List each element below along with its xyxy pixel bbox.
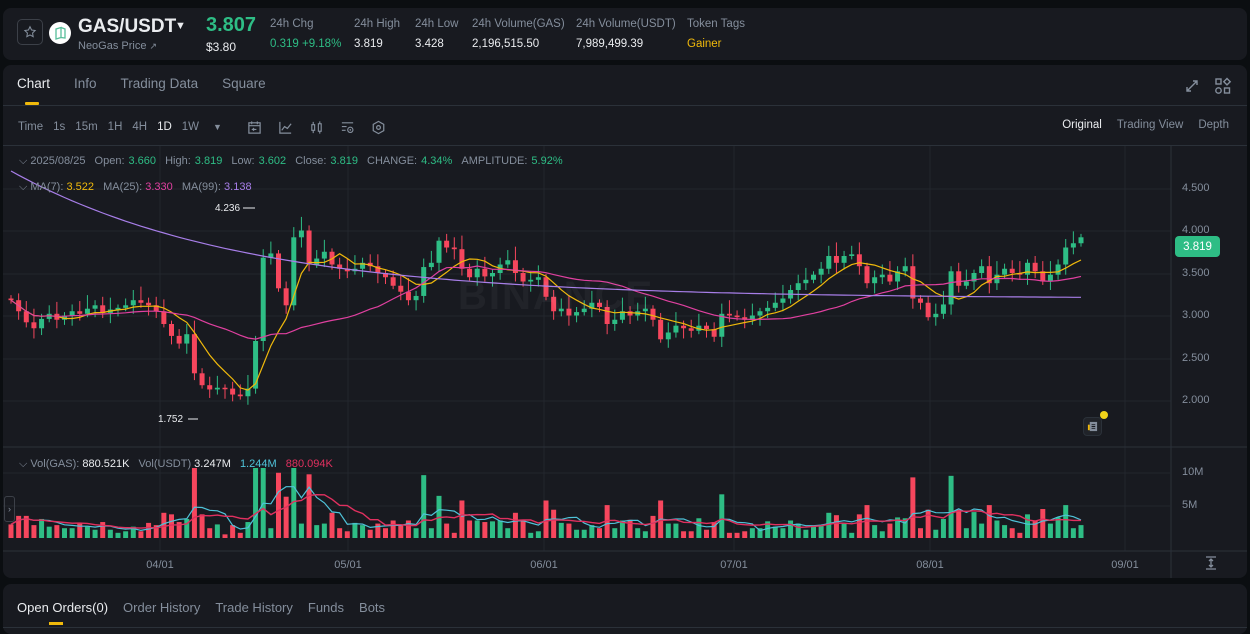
volume-legend: ⌵ Vol(GAS): 880.521K Vol(USDT) 3.247M 1.… xyxy=(19,458,333,470)
coin-info-link[interactable]: NeoGas Price ↗ xyxy=(78,40,157,52)
tab-order-history[interactable]: Order History xyxy=(123,600,201,615)
divider xyxy=(3,627,1247,628)
indicator-settings-icon[interactable] xyxy=(340,119,356,135)
collapse-chevron-icon[interactable]: ⌵ xyxy=(19,458,28,470)
auto-scale-icon[interactable] xyxy=(1203,555,1219,571)
line-chart-icon[interactable] xyxy=(278,119,294,135)
interval-4h[interactable]: 4H xyxy=(132,121,148,133)
stat-token-tags: Token Tags Gainer xyxy=(687,18,745,50)
y-axis-label: 2.500 xyxy=(1182,352,1210,364)
coin-name: NeoGas Price xyxy=(78,40,147,52)
x-axis-label: 09/01 xyxy=(1111,559,1139,571)
orders-panel: Open Orders(0) Order History Trade Histo… xyxy=(3,584,1247,634)
tab-square[interactable]: Square xyxy=(222,76,266,91)
divider xyxy=(3,105,1247,106)
gas-logo-icon xyxy=(49,22,71,44)
ma-legend: ⌵ MA(7): 3.522 MA(25): 3.330 MA(99): 3.1… xyxy=(19,181,252,193)
chart-view-selector: Original Trading View Depth xyxy=(1062,119,1229,131)
interval-1s[interactable]: 1s xyxy=(53,121,66,133)
chart-tabs: Chart Info Trading Data Square xyxy=(17,76,266,105)
y-axis-label: 4.000 xyxy=(1182,224,1210,236)
tab-info[interactable]: Info xyxy=(74,76,97,91)
tab-trade-history[interactable]: Trade History xyxy=(215,600,293,615)
tab-chart[interactable]: Chart xyxy=(17,76,51,105)
volume-axis-label: 5M xyxy=(1182,499,1198,511)
price-chart[interactable]: ⌵ 2025/08/25 Open: 3.660 High: 3.819 Low: 3… xyxy=(3,146,1247,578)
collapse-chevron-icon[interactable]: ⌵ xyxy=(19,181,28,193)
x-axis-label: 04/01 xyxy=(146,559,174,571)
chart-settings-hexagon-icon[interactable] xyxy=(371,119,387,135)
y-axis-label: 4.500 xyxy=(1182,182,1210,194)
chart-toolbar: Time 1s 15m 1H 4H 1D 1W ▼ xyxy=(18,119,387,135)
calendar-date-icon[interactable] xyxy=(247,119,263,135)
view-original[interactable]: Original xyxy=(1062,119,1102,131)
last-price: 3.807 xyxy=(206,14,257,36)
interval-1w[interactable]: 1W xyxy=(181,121,200,133)
favorite-button[interactable] xyxy=(17,19,43,45)
stat-24h-volume-gas: 24h Volume(GAS) 2,196,515.50 xyxy=(472,18,565,50)
stat-24h-low: 24h Low 3.428 xyxy=(415,18,459,50)
stat-24h-volume-usdt: 24h Volume(USDT) 7,989,499.39 xyxy=(576,18,676,50)
last-price-usd: $3.80 xyxy=(206,40,237,54)
x-axis-label: 07/01 xyxy=(720,559,748,571)
chart-canvas[interactable] xyxy=(3,146,1247,578)
x-axis-label: 08/01 xyxy=(916,559,944,571)
expand-drawing-toolbar-button[interactable]: › xyxy=(4,496,15,522)
time-label: Time xyxy=(18,121,44,133)
y-axis-label: 2.000 xyxy=(1182,394,1210,406)
y-axis-label: 3.000 xyxy=(1182,309,1210,321)
chart-panel: Chart Info Trading Data Square Time 1s 1… xyxy=(3,65,1247,578)
orders-tabs: Open Orders(0) Order History Trade Histo… xyxy=(17,600,386,625)
high-annotation: 4.236 xyxy=(215,203,241,214)
ticker-header: GAS/USDT ▼ NeoGas Price ↗ 3.807 $3.80 24… xyxy=(3,8,1247,60)
view-trading-view[interactable]: Trading View xyxy=(1116,119,1184,131)
tab-trading-data[interactable]: Trading Data xyxy=(120,76,199,91)
layout-grid-icon[interactable] xyxy=(1214,77,1232,95)
y-axis-label: 3.500 xyxy=(1182,267,1210,279)
pair-selector[interactable]: GAS/USDT xyxy=(78,16,177,37)
watermark: BINANCE xyxy=(458,274,654,319)
tag-gainer[interactable]: Gainer xyxy=(687,38,722,50)
news-button[interactable] xyxy=(1083,411,1108,436)
notification-dot xyxy=(1100,411,1108,419)
stat-24h-change: 24h Chg 0.319 +9.18% xyxy=(270,18,342,50)
view-depth[interactable]: Depth xyxy=(1198,119,1229,131)
stat-24h-high: 24h High 3.819 xyxy=(354,18,401,50)
tab-funds[interactable]: Funds xyxy=(307,600,345,615)
interval-15m[interactable]: 15m xyxy=(75,121,98,133)
interval-more-dropdown-icon[interactable]: ▼ xyxy=(213,122,222,132)
interval-1h[interactable]: 1H xyxy=(107,121,123,133)
divider xyxy=(3,145,1247,146)
x-axis-label: 05/01 xyxy=(334,559,362,571)
interval-1d[interactable]: 1D xyxy=(157,121,172,133)
star-icon xyxy=(23,25,37,38)
ohlc-legend: ⌵ 2025/08/25 Open: 3.660 High: 3.819 Low: 3… xyxy=(19,155,563,167)
collapse-chevron-icon[interactable]: ⌵ xyxy=(19,155,28,167)
tab-bots[interactable]: Bots xyxy=(359,600,386,615)
external-link-icon: ↗ xyxy=(149,41,158,51)
tab-open-orders[interactable]: Open Orders(0) xyxy=(17,600,109,625)
candlestick-icon[interactable] xyxy=(309,119,325,135)
expand-icon[interactable] xyxy=(1183,77,1201,95)
news-icon xyxy=(1087,421,1098,432)
current-price-tag: 3.819 xyxy=(1175,236,1220,257)
volume-axis-label: 10M xyxy=(1182,466,1204,478)
x-axis-label: 06/01 xyxy=(530,559,558,571)
pair-dropdown-caret-icon[interactable]: ▼ xyxy=(175,20,186,32)
low-annotation: 1.752 xyxy=(158,414,184,425)
